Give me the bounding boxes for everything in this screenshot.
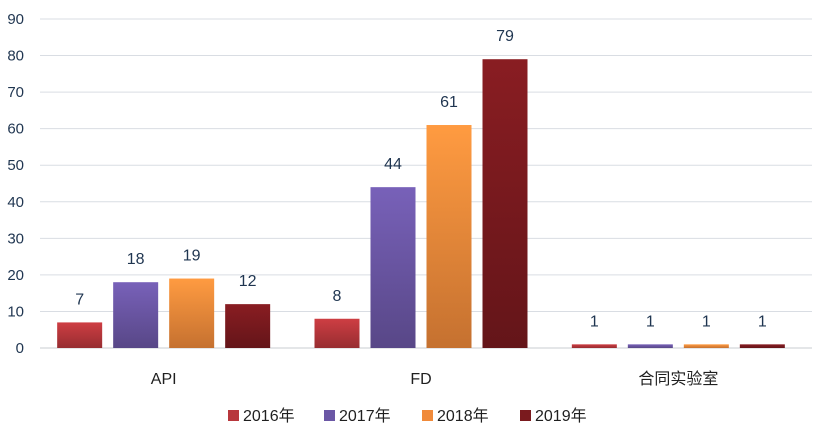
data-labels: 7 18 19 12 8 44 61 79 1 1 1 1	[75, 28, 767, 330]
y-tick-label: 30	[7, 230, 24, 247]
legend-swatch	[520, 410, 531, 421]
legend-label: 2017年	[339, 407, 391, 425]
bar-FD-2017年	[370, 187, 416, 348]
y-tick-label: 60	[7, 121, 24, 138]
y-axis: 0 10 20 30 40 50 60 70 80 90	[7, 11, 24, 357]
y-tick-label: 20	[7, 267, 24, 284]
legend-swatch	[228, 410, 239, 421]
bar-合同实验室-2016年	[571, 344, 617, 348]
bar-合同实验室-2018年	[683, 344, 729, 348]
bar-FD-2016年	[314, 318, 360, 348]
data-label: 1	[702, 313, 711, 330]
y-tick-label: 80	[7, 48, 24, 65]
legend-item: 2016年	[228, 407, 295, 425]
legend-item: 2019年	[520, 407, 587, 425]
data-label: 1	[758, 313, 767, 330]
legend-swatch	[324, 410, 335, 421]
data-label: 1	[590, 313, 599, 330]
bar-FD-2019年	[482, 59, 528, 348]
y-tick-label: 0	[16, 340, 24, 357]
bar-合同实验室-2019年	[739, 344, 785, 348]
legend-item: 2017年	[324, 407, 391, 425]
data-label: 18	[127, 251, 145, 268]
bar-API-2017年	[113, 282, 159, 348]
x-tick-label: FD	[410, 371, 431, 388]
x-axis: API FD 合同实验室	[151, 370, 719, 388]
x-tick-label: API	[151, 371, 177, 388]
legend-label: 2019年	[535, 407, 587, 425]
bar-API-2018年	[169, 278, 215, 348]
data-label: 61	[440, 94, 458, 111]
bar-API-2016年	[57, 322, 103, 348]
y-tick-label: 10	[7, 303, 24, 320]
legend-label: 2018年	[437, 407, 489, 425]
bar-合同实验室-2017年	[627, 344, 673, 348]
data-label: 7	[75, 291, 84, 308]
data-label: 19	[183, 248, 201, 265]
legend-label: 2016年	[243, 407, 295, 425]
bar-FD-2018年	[426, 125, 472, 348]
legend-item: 2018年	[422, 407, 489, 425]
bars	[57, 59, 785, 348]
legend: 2016年 2017年 2018年 2019年	[228, 407, 587, 425]
y-tick-label: 70	[7, 84, 24, 101]
legend-swatch	[422, 410, 433, 421]
data-label: 8	[333, 288, 342, 305]
data-label: 44	[384, 156, 402, 173]
gridlines	[40, 18, 812, 349]
bar-API-2019年	[225, 304, 271, 348]
x-tick-label: 合同实验室	[638, 370, 718, 388]
y-tick-label: 50	[7, 157, 24, 174]
data-label: 12	[239, 273, 257, 290]
data-label: 79	[496, 28, 514, 45]
y-tick-label: 90	[7, 11, 24, 28]
y-tick-label: 40	[7, 194, 24, 211]
data-label: 1	[646, 313, 655, 330]
